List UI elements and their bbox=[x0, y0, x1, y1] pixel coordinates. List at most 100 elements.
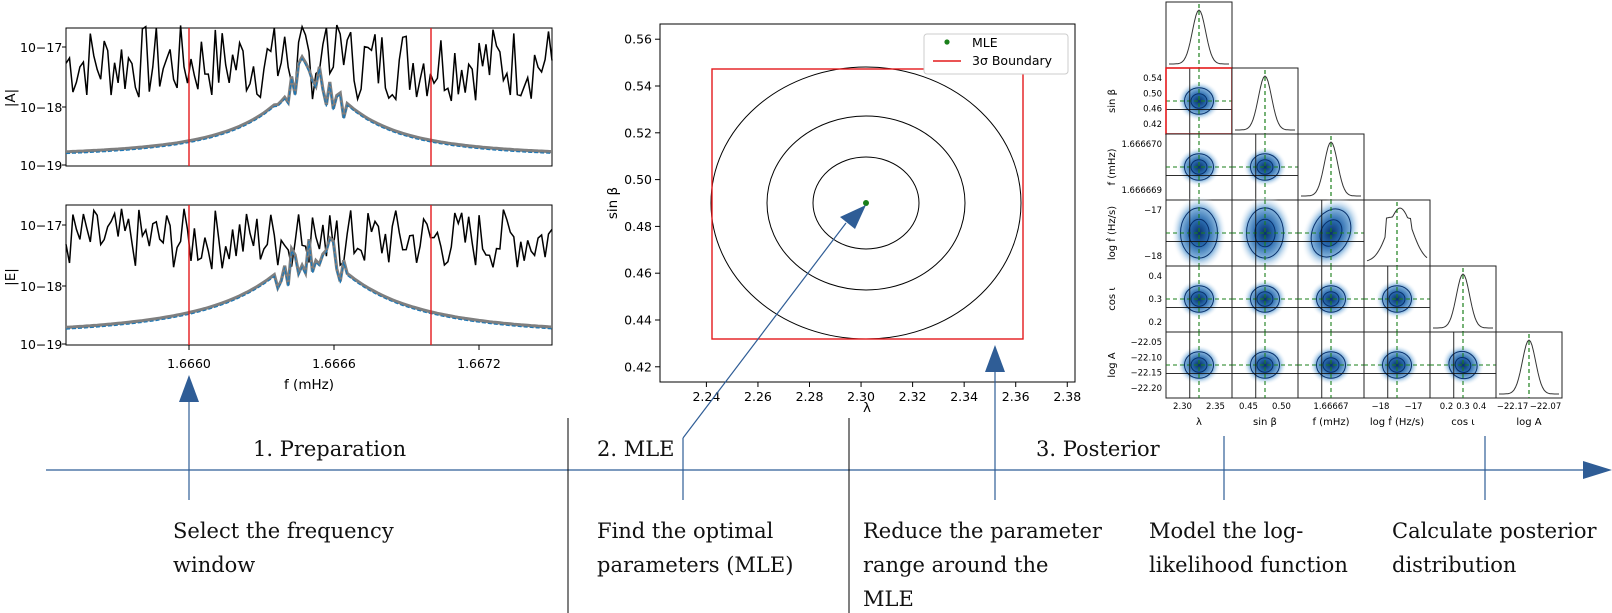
noise-curve bbox=[65, 24, 553, 102]
density-contour bbox=[1190, 159, 1208, 175]
amplitude-a-plot: 10−17 10−18 10−19 |A| bbox=[3, 24, 553, 173]
corner-xtick-label: 0.45 bbox=[1239, 402, 1258, 412]
ytick-label: 0.54 bbox=[624, 79, 652, 94]
corner-cell bbox=[1231, 331, 1299, 399]
density-blob bbox=[1301, 196, 1361, 270]
density-contour bbox=[1315, 351, 1347, 379]
xtick-label: 1.6666 bbox=[312, 356, 356, 371]
amplitude-e-ylabel: |E| bbox=[3, 268, 19, 286]
density-contour bbox=[1388, 357, 1406, 373]
corner-xtick-label: 0.4 bbox=[1473, 402, 1487, 412]
ytick-label: 0.50 bbox=[624, 172, 652, 187]
amplitude-e-xlabel: f (mHz) bbox=[284, 377, 334, 393]
density-contour bbox=[1190, 291, 1208, 307]
template-curve bbox=[65, 53, 553, 154]
corner-ytick-label: −22.05 bbox=[1131, 338, 1162, 348]
amplitude-e-plot: 10−17 10−18 10−19 |E| 1.6660 1.6666 1.66… bbox=[3, 204, 553, 393]
corner-cell bbox=[1165, 195, 1233, 271]
legend-boundary-label: 3σ Boundary bbox=[972, 53, 1053, 68]
density-blob bbox=[1243, 345, 1287, 385]
signal-curve bbox=[65, 238, 553, 330]
corner-cell bbox=[1231, 67, 1299, 135]
ytick-label: 10−18 bbox=[20, 100, 62, 115]
density-contour bbox=[1381, 285, 1413, 313]
mle-plot-frame bbox=[659, 23, 1076, 383]
mle-contour-plot: 2.24 2.26 2.28 2.30 2.32 2.34 2.36 2.38 0.42 0.44… bbox=[605, 23, 1081, 416]
density-blob bbox=[1237, 195, 1293, 271]
density-blob bbox=[1309, 279, 1353, 319]
density-blob bbox=[1309, 345, 1353, 385]
arrow-to-mle-diagonal bbox=[682, 222, 847, 439]
density-contour bbox=[1315, 285, 1347, 313]
corner-cell bbox=[1165, 331, 1233, 399]
corner-xtick-label: 1.66667 bbox=[1313, 402, 1348, 412]
arrowhead-up bbox=[179, 375, 199, 402]
corner-cell bbox=[1231, 195, 1299, 271]
density-contour bbox=[1388, 291, 1406, 307]
density-contour bbox=[1183, 153, 1215, 181]
corner-cell bbox=[1165, 1, 1233, 69]
density-blob bbox=[1177, 147, 1221, 187]
corner-ytick-label: 0.46 bbox=[1143, 105, 1162, 115]
corner-ytick-label: 1.666670 bbox=[1121, 140, 1162, 150]
density-contour bbox=[1249, 351, 1281, 379]
density-contour bbox=[1183, 87, 1215, 115]
density-contour bbox=[1183, 285, 1215, 313]
corner-ylabel: sin β bbox=[1107, 89, 1118, 113]
signal-curve bbox=[65, 57, 553, 155]
xtick-label: 1.6660 bbox=[167, 356, 211, 371]
density-blob bbox=[1177, 279, 1221, 319]
ytick-label: 10−17 bbox=[20, 40, 62, 55]
contour-inner bbox=[812, 156, 920, 250]
mle-ylabel: sin β bbox=[605, 187, 621, 219]
marginal-curve bbox=[1499, 339, 1559, 395]
corner-cell bbox=[1165, 265, 1233, 333]
xtick-label: 2.26 bbox=[744, 389, 772, 404]
marginal-curve bbox=[1235, 75, 1295, 131]
corner-xlabel: log ḟ (Hz/s) bbox=[1370, 414, 1424, 428]
corner-ylabel: log ḟ (Hz/s) bbox=[1104, 206, 1118, 260]
density-contour bbox=[1183, 351, 1215, 379]
corner-ytick-label: 0.4 bbox=[1148, 272, 1162, 282]
ytick-label: 0.42 bbox=[624, 359, 652, 374]
corner-xtick-label: 0.2 bbox=[1440, 402, 1454, 412]
desc-find-mle: Find the optimal bbox=[597, 519, 774, 543]
density-blob bbox=[1375, 345, 1419, 385]
xtick-label: 2.34 bbox=[950, 389, 978, 404]
density-contour bbox=[1454, 356, 1472, 374]
corner-xtick-label: −22.07 bbox=[1530, 402, 1561, 412]
corner-cell bbox=[1297, 265, 1365, 333]
corner-cell bbox=[1231, 265, 1299, 333]
density-blob bbox=[1171, 195, 1227, 271]
template-curve bbox=[65, 235, 553, 329]
corner-ylabel: f (mHz) bbox=[1107, 148, 1118, 185]
corner-ytick-label: −17 bbox=[1144, 206, 1162, 216]
mle-point bbox=[863, 200, 869, 206]
density-blob bbox=[1177, 81, 1221, 121]
amplitude-a-ylabel: |A| bbox=[3, 89, 19, 107]
xtick-label: 1.6672 bbox=[457, 356, 501, 371]
desc-find-mle: parameters (MLE) bbox=[597, 553, 793, 577]
xtick-label: 2.28 bbox=[796, 389, 824, 404]
density-contour bbox=[1256, 291, 1274, 307]
ytick-label: 0.48 bbox=[624, 219, 652, 234]
density-contour bbox=[1249, 285, 1281, 313]
density-contour bbox=[1381, 351, 1413, 379]
arrowhead-diagonal bbox=[840, 205, 866, 229]
corner-xlabel: log A bbox=[1516, 417, 1541, 428]
corner-cell bbox=[1165, 67, 1233, 135]
corner-ylabel: cos ι bbox=[1107, 287, 1118, 311]
density-contour bbox=[1249, 153, 1281, 181]
ytick-label: 10−19 bbox=[20, 337, 62, 352]
mle-xlabel: λ bbox=[863, 400, 871, 416]
ytick-label: 0.44 bbox=[624, 312, 652, 327]
desc-model-loglikelihood: Model the log- bbox=[1149, 519, 1303, 543]
xtick-label: 2.38 bbox=[1053, 389, 1081, 404]
corner-xlabel: f (mHz) bbox=[1312, 417, 1349, 428]
stage-mle-label: 2. MLE bbox=[597, 437, 675, 461]
legend-mle-label: MLE bbox=[972, 35, 998, 50]
desc-reduce-range: range around the bbox=[863, 553, 1048, 577]
corner-plot: 2.30 2.35 λ 0.45 0.50 sin β 1.66667 f (mHz) −18 −… bbox=[1104, 1, 1563, 428]
corner-cell bbox=[1231, 133, 1299, 201]
